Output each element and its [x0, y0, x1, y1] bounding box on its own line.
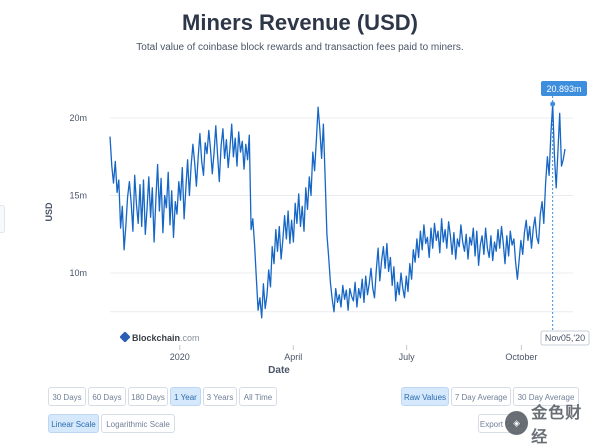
logo-suffix: .com: [180, 333, 200, 343]
y-tick-label: 20m: [69, 113, 87, 123]
timespan-3-years-button[interactable]: 3 Years: [203, 387, 237, 406]
chart-subtitle: Total value of coinbase block rewards an…: [136, 42, 464, 53]
x-tick-label: 2020: [170, 352, 190, 362]
timespan-180-days-button[interactable]: 180 Days: [128, 387, 168, 406]
watermark-text: 金色财经: [531, 405, 583, 446]
blockchain-logo-icon: [119, 331, 131, 343]
date-tooltip-text: Nov05,'20: [545, 333, 585, 343]
date-tooltip-box: [540, 330, 590, 346]
series-line: [109, 103, 566, 319]
x-tick-label: July: [399, 352, 416, 362]
side-panel-tab[interactable]: [0, 205, 5, 233]
average-7-day-average-button[interactable]: 7 Day Average: [451, 387, 511, 406]
x-axis-label: Date: [268, 365, 290, 376]
value-tooltip-text: 20.893m: [546, 84, 581, 94]
timespan-1-year-button[interactable]: 1 Year: [170, 387, 201, 406]
x-axis-ticks: 2020 April July October: [170, 345, 537, 362]
value-tooltip: 20.893m: [541, 81, 587, 96]
scale-logarithmic-scale-button[interactable]: Logarithmic Scale: [101, 414, 175, 433]
y-tick-label: 10m: [69, 268, 87, 278]
chart-title: Miners Revenue (USD): [182, 10, 418, 35]
hover-point: [550, 101, 556, 107]
watermark: ◈ 金色财经: [505, 405, 597, 446]
y-axis-label: USD: [44, 202, 54, 222]
date-tooltip: Nov05,'20: [540, 330, 590, 346]
x-tick-label: October: [505, 352, 537, 362]
grid-layer: [110, 117, 573, 313]
average-30-day-average-button[interactable]: 30 Day Average: [513, 387, 579, 406]
watermark-logo-icon: ◈: [505, 411, 529, 435]
timespan-30-days-button[interactable]: 30 Days: [48, 387, 86, 406]
x-tick-label: April: [284, 352, 302, 362]
logo-text: Blockchain: [132, 333, 180, 343]
y-axis-ticks: 10m 15m 20m: [69, 113, 87, 278]
blockchain-logo: Blockchain.com: [119, 331, 200, 343]
average-raw-values-button[interactable]: Raw Values: [401, 387, 449, 406]
svg-text:Blockchain.com: Blockchain.com: [132, 333, 200, 343]
value-tooltip-box: [541, 81, 587, 96]
timespan-all-time-button[interactable]: All Time: [239, 387, 277, 406]
scale-linear-scale-button[interactable]: Linear Scale: [48, 414, 99, 433]
timespan-60-days-button[interactable]: 60 Days: [88, 387, 126, 406]
y-tick-label: 15m: [69, 191, 87, 201]
